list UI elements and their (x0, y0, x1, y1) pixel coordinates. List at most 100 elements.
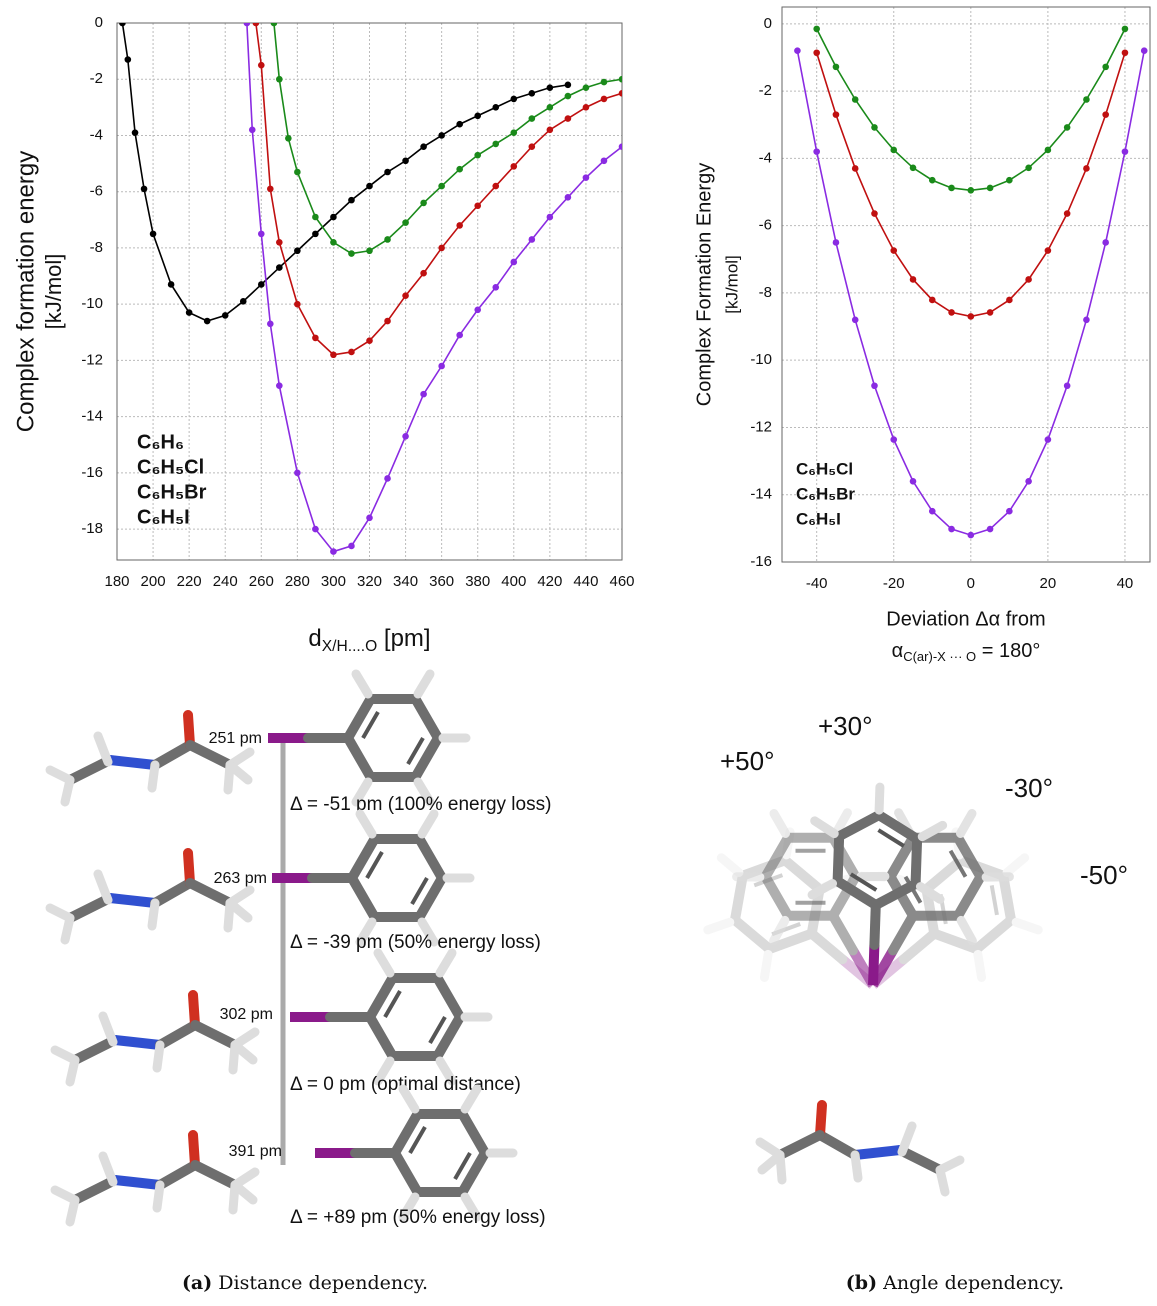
x-tick-label: 340 (393, 573, 418, 590)
data-point (438, 132, 445, 139)
data-point (871, 210, 878, 217)
y-tick-label: -8 (90, 239, 103, 256)
data-point (276, 382, 283, 389)
data-point (528, 115, 536, 122)
data-point (909, 477, 917, 485)
y-tick-label: 0 (95, 14, 103, 31)
y-tick-label: -18 (81, 520, 103, 537)
series-line (273, 23, 622, 255)
data-point (928, 296, 936, 304)
angle-label: -30° (1005, 773, 1053, 803)
data-point (948, 184, 955, 192)
data-point (813, 148, 820, 155)
angle-label: -50° (1080, 860, 1128, 890)
y-tick-label: 0 (764, 15, 772, 32)
data-point (546, 104, 554, 111)
data-point (438, 362, 445, 370)
y-tick-label: -2 (759, 82, 772, 99)
plot-frame (781, 6, 1151, 563)
x-tick-label: 180 (104, 573, 129, 590)
x-tick-label: 200 (141, 573, 166, 590)
delta-label: Δ = 0 pm (optimal distance) (290, 1074, 521, 1095)
data-point (366, 514, 373, 522)
axis-label-part: [pm] (377, 625, 430, 652)
data-point (474, 112, 482, 120)
data-point (384, 317, 391, 325)
data-point (276, 238, 283, 246)
data-point (890, 146, 898, 154)
axis-label-part: = 180° (976, 640, 1040, 662)
data-point (582, 84, 590, 91)
y-tick-label: -2 (90, 70, 103, 87)
data-point (582, 174, 590, 181)
y-tick-label: -14 (81, 408, 103, 425)
data-point (474, 151, 482, 159)
data-point (986, 184, 994, 192)
data-point (267, 320, 274, 328)
data-point (366, 247, 373, 255)
x-tick-label: 260 (249, 573, 274, 590)
molecule-row: 251 pm Δ = -51 pm (100% energy loss) (50, 674, 551, 815)
axis-label-subscript: X/H....O (322, 638, 377, 655)
data-point (813, 25, 820, 33)
data-point (492, 140, 500, 148)
caption-text: Distance dependency. (218, 1272, 428, 1294)
x-tick-label: -40 (806, 575, 828, 592)
plot-frame (116, 22, 623, 561)
data-point (294, 469, 301, 477)
legend-entry: C₆H₅Br (796, 484, 855, 503)
caption: (b) Angle dependency. (846, 1272, 1064, 1294)
data-point (294, 168, 301, 176)
x-tick-label: 240 (213, 573, 238, 590)
data-point (967, 531, 975, 539)
data-point (1044, 247, 1052, 254)
y-tick-label: -16 (750, 553, 772, 570)
data-point (185, 309, 193, 316)
y-tick-label: -4 (90, 126, 103, 143)
data-point (492, 283, 500, 291)
data-point (832, 63, 840, 71)
distance-label: 263 pm (214, 870, 267, 887)
data-point (243, 23, 251, 27)
y-tick-label: -6 (90, 183, 103, 200)
axis-label-part: d (308, 625, 321, 652)
data-point (294, 300, 301, 308)
data-point (276, 264, 283, 271)
data-point (1083, 165, 1090, 172)
angle-label: +50° (720, 746, 775, 776)
data-point (330, 351, 337, 359)
data-point (618, 75, 622, 83)
data-point (564, 81, 572, 89)
data-point (928, 176, 936, 184)
data-point (890, 436, 898, 443)
angle-label: +30° (818, 711, 873, 741)
data-point (420, 390, 427, 398)
distance-label: 251 pm (209, 730, 262, 747)
axis-label-subscript: C(ar)-X ··· O (903, 649, 976, 664)
data-point (474, 202, 482, 210)
rotated-benzenes (680, 782, 1066, 1034)
plot-area (794, 25, 1148, 539)
data-point (564, 115, 572, 122)
data-point (564, 194, 572, 201)
data-point (330, 213, 337, 221)
data-point (510, 163, 518, 170)
data-point (131, 129, 139, 136)
data-point (330, 548, 337, 555)
x-axis-label: dX/H....O [pm] (308, 625, 430, 655)
molecule-row: 302 pm Δ = 0 pm (optimal distance) (55, 953, 521, 1095)
data-point (1083, 316, 1090, 324)
data-point (1006, 507, 1013, 515)
data-point (1044, 146, 1052, 154)
data-point (438, 182, 445, 190)
x-tick-label: 320 (357, 573, 382, 590)
data-point (270, 23, 278, 27)
data-point (1083, 96, 1090, 103)
data-point (474, 306, 482, 314)
data-point (510, 95, 518, 103)
data-point (492, 104, 500, 111)
legend-entry: C₆H₅Cl (137, 456, 204, 478)
data-point (294, 247, 301, 255)
benzene-molecule (312, 814, 470, 942)
